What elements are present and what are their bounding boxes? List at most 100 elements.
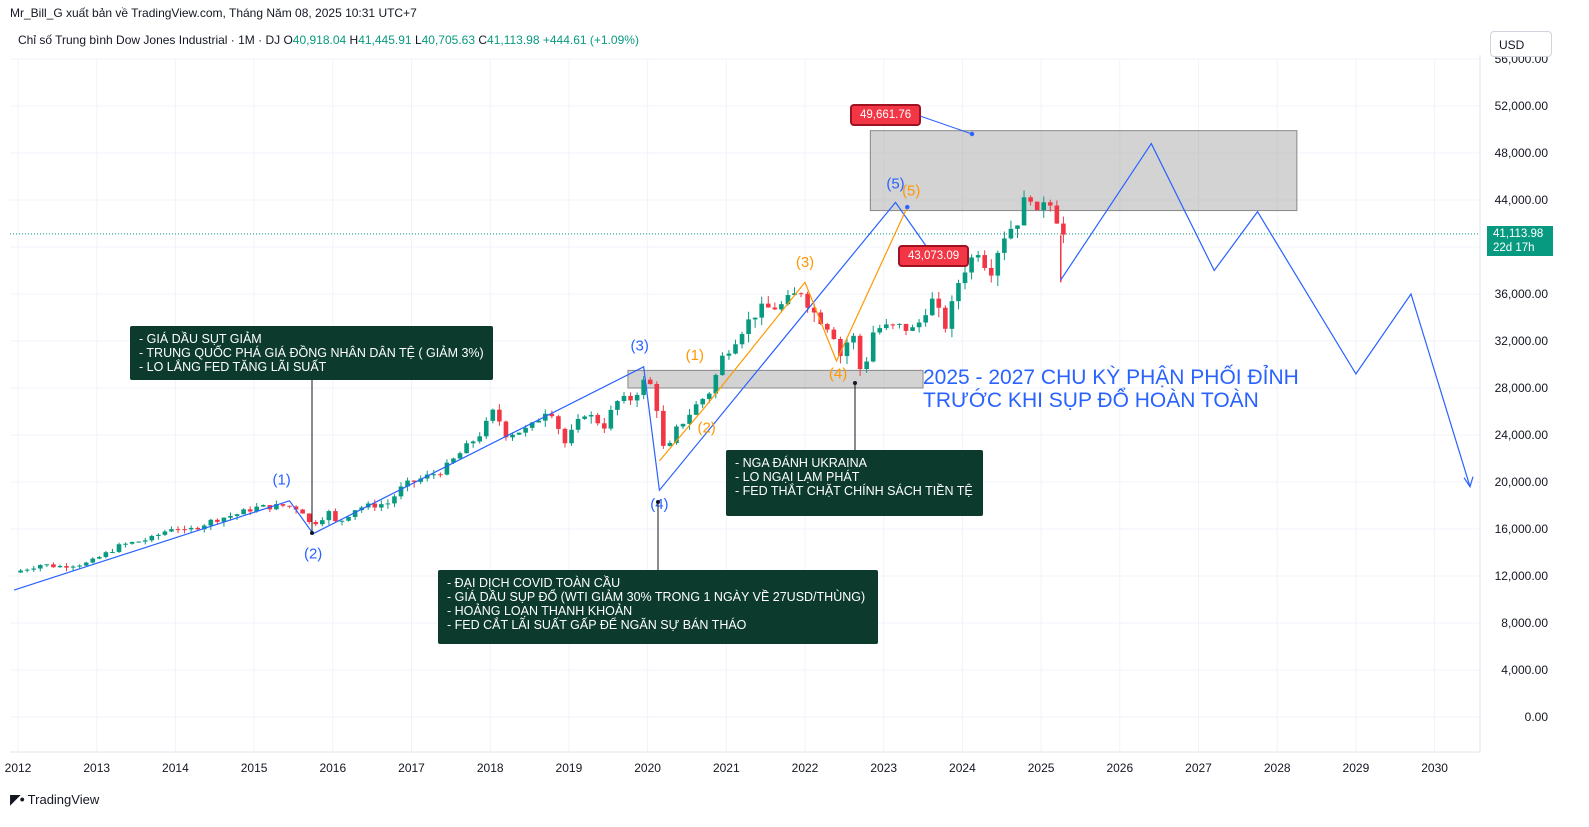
candle-body: [247, 509, 253, 512]
candle-body: [752, 317, 758, 320]
price-tag-low-anchor: [905, 204, 910, 210]
candle-body: [90, 558, 96, 563]
candle-body: [385, 503, 391, 505]
candle-body: [706, 393, 712, 399]
last-price-value: 41,113.98: [1493, 228, 1544, 240]
candle-body: [523, 427, 528, 433]
candle-body: [431, 474, 437, 476]
candle-body: [903, 323, 909, 331]
candle-body: [405, 480, 410, 487]
candle-body: [182, 529, 187, 531]
candle-body: [733, 344, 738, 354]
note-line: - NGA ĐÁNH UKRAINA: [735, 456, 867, 470]
candle-body: [477, 436, 483, 442]
candle-body: [674, 426, 679, 443]
candle-body: [857, 335, 863, 370]
candle-body: [83, 562, 89, 566]
close-label: C: [478, 33, 488, 47]
candle-body: [582, 416, 587, 419]
candle-body: [792, 293, 797, 296]
candle-body: [444, 462, 450, 475]
symbol-title[interactable]: Chỉ số Trung bình Dow Jones Industrial ·…: [18, 33, 281, 47]
candle-body: [569, 429, 574, 444]
candle-body: [805, 293, 810, 308]
tradingview-logo[interactable]: ◤• TradingView: [10, 791, 99, 808]
wave-blue-label: (1): [272, 471, 290, 488]
candle-body: [451, 458, 456, 463]
change-value: +444.61 (+1.09%): [542, 33, 639, 47]
candle-body: [1061, 223, 1066, 235]
currency-button[interactable]: USD: [1490, 31, 1552, 57]
candle-body: [352, 510, 358, 517]
candle-body: [1041, 202, 1047, 211]
note-line: - ĐẠI DỊCH COVID TOÀN CẦU: [447, 576, 621, 590]
candle-body: [379, 504, 384, 508]
candle-body: [824, 324, 830, 330]
candle-body: [411, 480, 417, 482]
price-tag-high-connector: [919, 115, 973, 135]
note-connectors: [310, 378, 857, 570]
wave-orange-label: (1): [686, 347, 704, 364]
note-connector-dot: [853, 381, 857, 385]
candle-body: [497, 409, 502, 422]
cycle-annotation: 2025 - 2027 CHU KỲ PHẬN PHỐI ĐỈNH TRƯỚC …: [923, 366, 1299, 412]
candle-body: [1028, 197, 1033, 202]
candle-body: [949, 301, 955, 329]
candle-body: [549, 413, 555, 417]
note-connector-dot: [310, 531, 314, 535]
price-tick-label: 24,000.00: [1495, 428, 1549, 442]
note-2022: - NGA ĐÁNH UKRAINA - LO NGẠI LẠM PHÁT - …: [726, 450, 983, 516]
candle-body: [64, 566, 69, 568]
candle-body: [208, 519, 214, 526]
candlestick-series: [18, 190, 1066, 573]
candle-body: [175, 529, 181, 531]
time-tick-label: 2013: [83, 761, 110, 775]
candle-body: [483, 420, 489, 437]
bar-countdown: 22d 17h: [1493, 242, 1535, 254]
time-axis[interactable]: 2012 2013 2014 2015 2016 2017 2018 2019 2020 2021…: [5, 761, 1449, 775]
candle-body: [457, 453, 463, 459]
price-tick-label: 44,000.00: [1495, 193, 1549, 207]
candle-body: [667, 442, 673, 446]
candle-body: [746, 319, 751, 335]
candle-body: [136, 541, 141, 543]
candle-body: [392, 496, 397, 504]
price-tag-high-anchor: [969, 131, 975, 137]
candle-body: [654, 383, 660, 411]
note-line: - LO LẮNG FED TĂNG LÃI SUẤT: [139, 360, 327, 374]
candle-body: [326, 511, 332, 521]
candle-body: [608, 409, 614, 429]
time-tick-label: 2027: [1185, 761, 1212, 775]
candle-body: [739, 334, 745, 345]
candle-body: [562, 428, 568, 444]
candle-body: [962, 272, 968, 284]
candle-body: [1015, 225, 1020, 229]
projection-line: [1060, 142, 1471, 487]
candle-body: [1034, 201, 1040, 211]
time-tick-label: 2015: [241, 761, 268, 775]
price-axis[interactable]: 0.00 4,000.00 8,000.00 12,000.00 16,000.00 20…: [1495, 52, 1549, 724]
wave-blue-label: (3): [631, 337, 649, 354]
time-tick-label: 2023: [870, 761, 897, 775]
cycle-annotation-line2: TRƯỚC KHI SỤP ĐỔ HOÀN TOÀN: [923, 389, 1259, 412]
candle-body: [293, 506, 299, 510]
tradingview-mark-icon: ◤•: [10, 791, 25, 807]
time-tick-label: 2017: [398, 761, 425, 775]
candle-body: [831, 329, 837, 339]
high-label: H: [349, 33, 359, 47]
price-tick-label: 36,000.00: [1495, 287, 1549, 301]
candle-body: [188, 527, 194, 530]
price-tick-label: 8,000.00: [1501, 616, 1548, 630]
candle-body: [969, 257, 974, 273]
candle-body: [215, 519, 220, 522]
time-tick-label: 2014: [162, 761, 189, 775]
low-value: 40,705.63: [421, 33, 476, 47]
price-tick-label: 12,000.00: [1495, 569, 1549, 583]
price-tag-high: 49,661.76: [850, 104, 922, 126]
candle-body: [116, 544, 122, 552]
price-tick-label: 16,000.00: [1495, 522, 1549, 536]
wave-blue-label: (4): [650, 496, 668, 513]
candle-body: [765, 303, 771, 308]
candle-body: [195, 527, 200, 530]
